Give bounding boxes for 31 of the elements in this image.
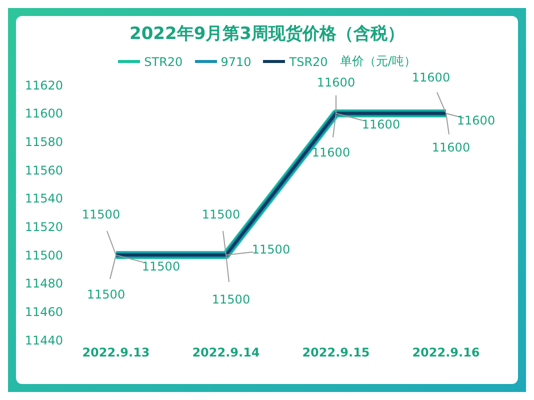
data-label: 11600 [432, 140, 470, 155]
data-label: 11500 [82, 207, 120, 222]
data-label: 11600 [316, 76, 356, 90]
data-label: 11600 [412, 70, 450, 85]
y-tick-label: 11500 [24, 248, 63, 262]
x-tick-label: 2022.9.13 [82, 346, 150, 360]
legend-label: TSR20 [288, 54, 328, 70]
data-label: 11600 [456, 114, 496, 128]
data-label: 11500 [86, 287, 126, 302]
data-label: 11500 [212, 292, 250, 306]
y-tick-label: 11620 [24, 78, 63, 92]
y-tick-label: 11480 [24, 276, 63, 291]
y-tick-label: 11460 [24, 304, 63, 319]
y-tick-label: 11580 [24, 134, 63, 149]
data-label: 11500 [252, 242, 290, 256]
y-tick-label: 11440 [24, 333, 63, 348]
x-tick-label: 2022.9.14 [192, 346, 260, 360]
data-label: 11600 [312, 146, 350, 160]
legend-label: 9710 [220, 54, 252, 70]
chart-title: 2022年9月第3周现货价格（含税） [128, 23, 406, 45]
data-label: 11600 [362, 118, 400, 132]
y-tick-label: 11540 [24, 192, 63, 206]
legend-label: STR20 [143, 54, 183, 70]
data-label: 11500 [202, 207, 240, 222]
y-tick-label: 11600 [24, 106, 63, 121]
data-label: 11500 [142, 259, 180, 274]
x-tick-label: 2022.9.16 [412, 346, 480, 360]
y-tick-label: 11560 [24, 163, 63, 178]
x-tick-label: 2022.9.15 [302, 346, 370, 360]
y-tick-label: 11520 [24, 220, 63, 234]
y-axis-title: 单价（元/吨） [340, 53, 416, 70]
